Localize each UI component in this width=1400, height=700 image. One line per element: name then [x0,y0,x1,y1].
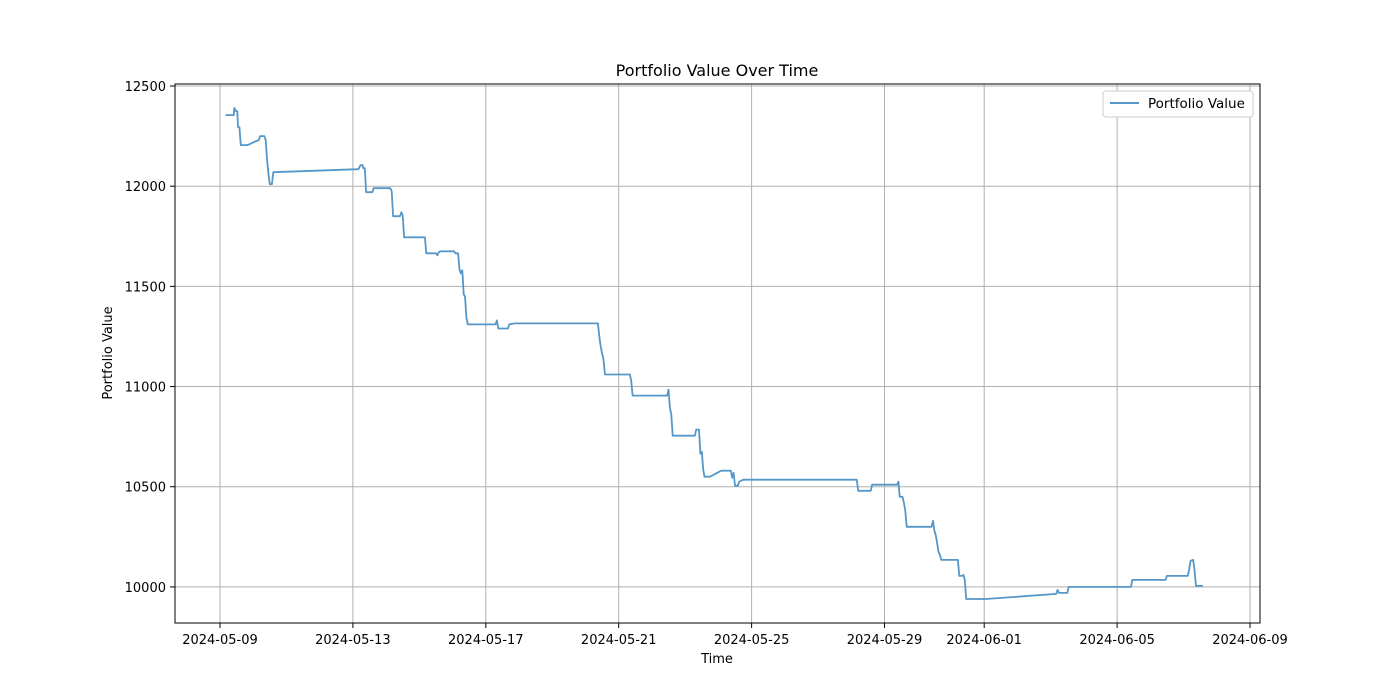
series-layer [225,107,1203,600]
x-tick-label: 2024-06-01 [946,633,1022,648]
x-tick-label: 2024-05-25 [714,633,790,648]
legend: Portfolio Value [1102,90,1254,118]
series-line-portfolio-value [225,107,1203,600]
x-tick-label: 2024-05-17 [448,633,524,648]
x-tick-label: 2024-05-21 [581,633,657,648]
y-tick-label: 11500 [125,280,166,295]
y-axis-label: Portfolio Value [101,306,116,399]
x-tick-label: 2024-06-05 [1079,633,1155,648]
y-axis-ticks: 10000 10500 11000 11500 12000 12500 [125,80,175,596]
y-tick-label: 10000 [125,581,166,596]
x-tick-label: 2024-05-13 [315,633,391,648]
y-tick-label: 10500 [125,481,166,496]
x-axis-label: Time [700,652,733,667]
x-axis-ticks: 2024-05-09 2024-05-13 2024-05-17 2024-05-21… [182,623,1288,648]
x-tick-label: 2024-05-09 [182,633,258,648]
y-tick-label: 12500 [125,80,166,95]
legend-box [1102,90,1254,118]
x-tick-label: 2024-05-29 [847,633,923,648]
legend-label: Portfolio Value [1148,96,1245,112]
chart-title: Portfolio Value Over Time [616,61,819,80]
x-tick-label: 2024-06-09 [1212,633,1288,648]
y-tick-label: 11000 [125,381,166,396]
plot-area-frame [174,83,1261,624]
y-tick-label: 12000 [125,180,166,195]
